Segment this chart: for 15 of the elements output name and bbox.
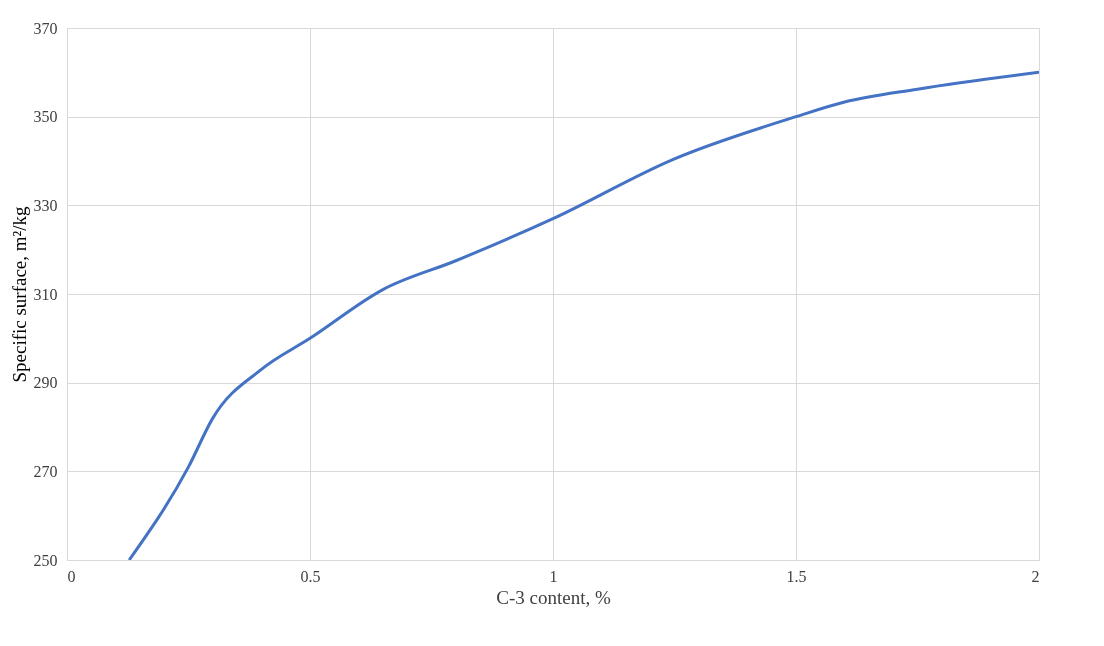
y-tick-label: 330 [33,196,58,214]
y-tick-label: 290 [33,374,58,392]
x-tick-label: 0.5 [300,567,321,585]
y-tick-label: 250 [33,551,58,569]
x-axis-title: C-3 content, % [496,586,611,608]
x-tick-label: 0 [67,567,76,585]
x-tick-label: 1 [549,567,558,585]
y-tick-label: 350 [33,108,58,126]
y-tick-label: 270 [33,462,58,480]
x-tick-label: 2 [1031,567,1040,585]
line-series [127,70,1039,560]
y-tick-label: 310 [33,285,58,303]
y-axis-title: Specific surface, m²/kg [8,205,30,383]
x-tick-label: 1.5 [786,567,807,585]
y-tick-label: 370 [33,19,58,37]
